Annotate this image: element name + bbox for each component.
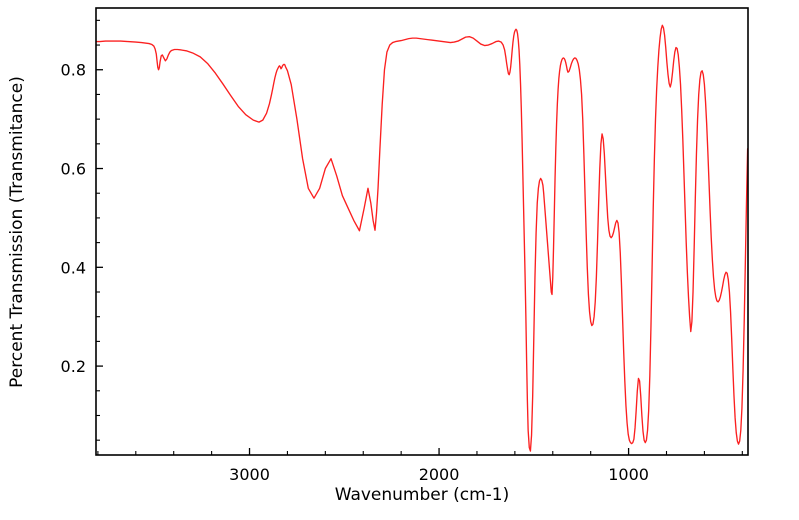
- y-tick-label: 0.6: [61, 160, 86, 179]
- spectrum-trace: [96, 24, 748, 452]
- x-axis-tick-labels: 1000 2000 3000: [229, 465, 649, 484]
- y-tick-label: 0.8: [61, 61, 86, 80]
- y-tick-label: 0.2: [61, 357, 86, 376]
- x-axis-title: Wavenumber (cm-1): [335, 485, 510, 505]
- y-tick-label: 0.4: [61, 258, 86, 277]
- x-tick-label: 2000: [419, 465, 460, 484]
- y-axis-title: Percent Transmission (Transmitance): [7, 76, 27, 388]
- plot-area-background: [96, 8, 748, 455]
- x-tick-label: 3000: [229, 465, 270, 484]
- x-tick-label: 1000: [608, 465, 649, 484]
- y-axis-tick-labels: 0.2 0.4 0.6 0.8: [61, 61, 86, 376]
- plot-axes-frame: [95, 7, 749, 456]
